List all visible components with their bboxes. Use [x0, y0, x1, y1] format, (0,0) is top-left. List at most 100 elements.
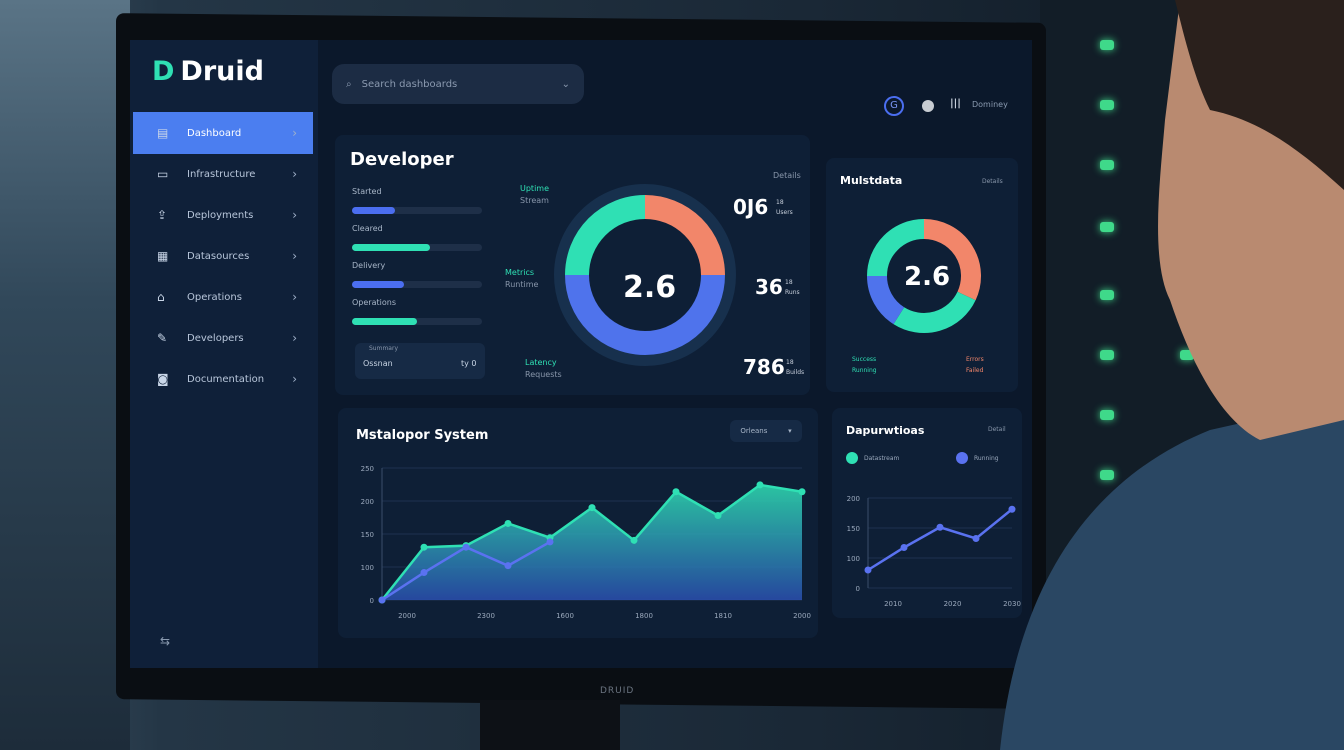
progress-fill — [352, 207, 395, 214]
server-led — [1100, 160, 1114, 170]
data-point — [798, 488, 806, 496]
sidebar-item-label: Infrastructure — [187, 168, 256, 180]
donut-segment — [565, 274, 725, 355]
sidebar-item-deployments[interactable]: ⇪ Deployments › — [133, 194, 313, 236]
layers-icon: ▤ — [157, 126, 169, 140]
sidebar-item-infrastructure[interactable]: ▭ Infrastructure › — [133, 153, 313, 195]
line-chart: 0 100 150 200 2010 2020 2030 — [847, 495, 1021, 608]
legend-label: Datastream — [864, 455, 900, 462]
chevron-right-icon: › — [292, 331, 297, 345]
donut-label: Metrics — [505, 268, 535, 277]
logo[interactable]: D Druid — [152, 56, 264, 87]
callout-sub: 18 — [776, 199, 784, 206]
donut-center-value: 2.6 — [623, 270, 677, 305]
search-input[interactable]: ⌕ Search dashboards ⌄ — [332, 64, 584, 104]
multidata-center-value: 2.6 — [904, 262, 951, 292]
y-tick-label: 250 — [361, 465, 374, 473]
callout-sub: 18 — [785, 279, 793, 286]
legend-dot-icon — [846, 452, 858, 464]
chevron-right-icon: › — [292, 372, 297, 386]
x-tick-label: 1810 — [714, 612, 732, 620]
sidebar-item-label: Datasources — [187, 250, 250, 262]
legend-dot-icon — [956, 452, 968, 464]
y-tick-label: 100 — [847, 555, 860, 563]
search-placeholder: Search dashboards — [361, 78, 458, 90]
summary-value: ty 0 — [461, 359, 477, 368]
search-icon: ⌕ — [346, 78, 352, 90]
server-led — [1100, 410, 1114, 420]
donut-segment — [867, 219, 925, 277]
area-fill — [382, 484, 802, 600]
person-shirt — [1000, 400, 1344, 750]
d-logo-icon: D — [152, 56, 175, 87]
app-name: Druid — [180, 56, 264, 87]
summary-box[interactable]: Summary Ossnan ty 0 — [355, 343, 485, 379]
details-link[interactable]: Details — [773, 171, 801, 180]
person-photo — [1000, 0, 1344, 750]
data-point — [630, 536, 638, 544]
upload-icon: ⇪ — [157, 208, 168, 222]
data-point — [714, 512, 722, 520]
y-tick-label: 150 — [847, 525, 860, 533]
sidebar-item-label: Deployments — [187, 209, 254, 221]
summary-label: Ossnan — [363, 359, 393, 368]
sidebar-item-developers[interactable]: ✎ Developers › — [133, 317, 313, 359]
data-point — [546, 538, 554, 546]
user-label[interactable]: Dominey — [972, 100, 1008, 109]
progress-label: Cleared — [352, 224, 383, 233]
y-tick-label: 100 — [361, 564, 374, 572]
g-icon[interactable]: G — [884, 96, 904, 116]
y-tick-label: 150 — [361, 531, 374, 539]
donut-label: Uptime — [520, 184, 550, 193]
edit-icon: ✎ — [157, 331, 168, 345]
legend-label: Failed — [966, 367, 984, 374]
donut-segment — [923, 219, 981, 301]
data-point — [420, 543, 428, 551]
callout-sub: Runs — [785, 289, 800, 296]
y-tick-label: 200 — [847, 495, 860, 503]
x-tick-label: 2010 — [884, 600, 902, 608]
sidebar-item-dashboard[interactable]: ▤ Dashboard › — [133, 112, 313, 154]
sidebar-item-label: Operations — [187, 291, 242, 303]
sidebar-item-label: Developers — [187, 332, 244, 344]
x-tick-label: 2020 — [944, 600, 962, 608]
developer-card: Developer Details Started Cleared Delivery… — [335, 135, 810, 395]
line-chart-details[interactable]: Detail — [988, 426, 1006, 433]
sidebar-item-label: Documentation — [187, 373, 265, 385]
system-area-chart: 0 100 150 200 250 2000 2300 1600 1800 1810 2000 — [361, 465, 811, 620]
avatar-icon[interactable] — [922, 100, 934, 112]
multidata-card: Mulstdata Details 2.6 Success Running Erro… — [826, 158, 1018, 392]
sidebar-item-documentation[interactable]: ◙ Documentation › — [133, 358, 313, 400]
line-chart-card: Dapurwtioas Detail Datastream Running 0 10… — [832, 408, 1022, 618]
chevron-right-icon: › — [292, 167, 297, 181]
progress-bar — [352, 207, 482, 214]
progress-label: Started — [352, 187, 382, 196]
progress-bar — [352, 281, 482, 288]
server-led — [1100, 290, 1114, 300]
multidata-details[interactable]: Details — [982, 178, 1003, 185]
donut-label: Stream — [520, 196, 549, 205]
sidebar-item-operations[interactable]: ⌂ Operations › — [133, 276, 313, 318]
range-dropdown[interactable]: Orleans ▾ — [730, 420, 802, 442]
legend-label: Success — [852, 356, 877, 363]
server-led — [1100, 350, 1114, 360]
chevron-right-icon: › — [292, 126, 297, 140]
callout-value: 786 — [743, 355, 785, 379]
callout-sub: Users — [776, 209, 793, 216]
legend-label: Errors — [966, 356, 984, 363]
multidata-donut — [867, 219, 981, 333]
grid-icon[interactable]: ||| — [950, 98, 961, 109]
data-point — [420, 569, 428, 577]
sidebar-item-datasources[interactable]: ▦ Datasources › — [133, 235, 313, 277]
data-point — [378, 596, 386, 604]
data-point — [864, 566, 872, 574]
server-led — [1100, 40, 1114, 50]
collapse-icon[interactable]: ⇆ — [160, 634, 171, 648]
x-tick-label: 2000 — [398, 612, 416, 620]
data-point — [936, 523, 944, 531]
chevron-icon: ▾ — [788, 427, 792, 435]
x-tick-label: 2030 — [1003, 600, 1021, 608]
multidata-title: Mulstdata — [840, 174, 903, 187]
background-office — [0, 0, 130, 750]
x-tick-label: 2300 — [477, 612, 495, 620]
